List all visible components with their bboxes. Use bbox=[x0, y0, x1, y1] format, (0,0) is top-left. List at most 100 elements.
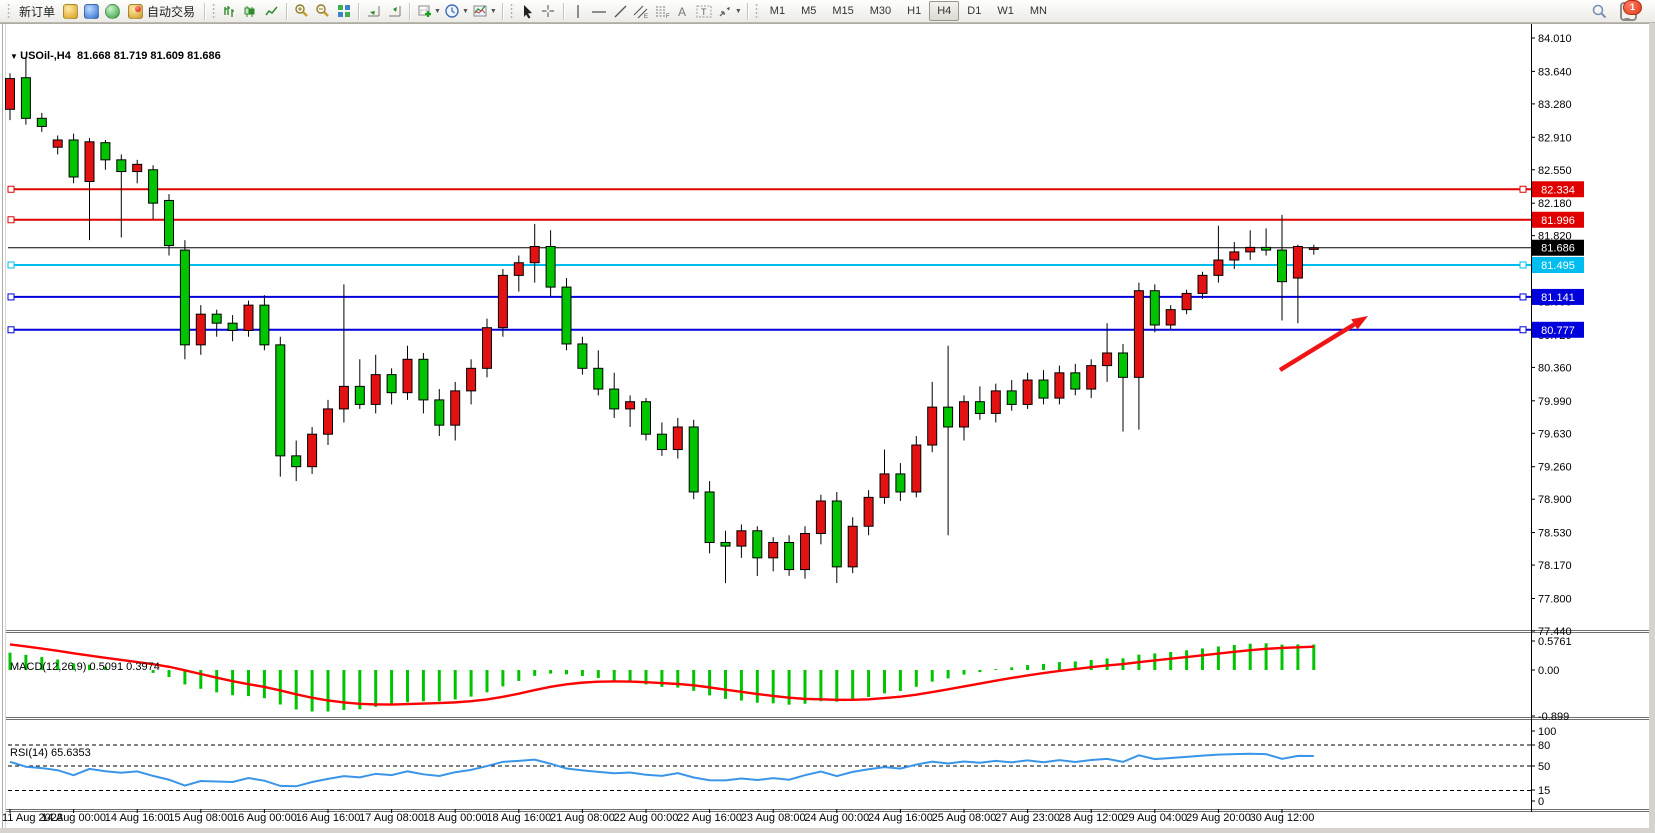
zoom-in-icon[interactable] bbox=[293, 3, 310, 19]
svg-text:78.530: 78.530 bbox=[1538, 528, 1572, 540]
svg-text:29 Aug 04:00: 29 Aug 04:00 bbox=[1122, 812, 1187, 824]
hline-marker-left-81.141[interactable] bbox=[7, 293, 15, 301]
svg-text:100: 100 bbox=[1538, 726, 1556, 738]
notifications-icon[interactable]: 1 bbox=[1620, 0, 1642, 21]
svg-text:84.010: 84.010 bbox=[1538, 33, 1572, 45]
line-chart-icon[interactable] bbox=[263, 3, 280, 19]
timeframe-H1[interactable]: H1 bbox=[907, 5, 922, 17]
new-chart-dropdown-caret[interactable]: ▼ bbox=[434, 7, 441, 15]
tile-windows-icon[interactable] bbox=[335, 3, 352, 19]
svg-text:81.686: 81.686 bbox=[1541, 243, 1575, 255]
svg-text:15: 15 bbox=[1538, 785, 1550, 797]
svg-text:0.00: 0.00 bbox=[1538, 665, 1559, 677]
text-label-icon[interactable]: T bbox=[696, 3, 713, 19]
chart-window[interactable]: 84.010 83.640 83.280 82.910 82.550 82.180 81.8… bbox=[0, 23, 1655, 833]
macd-signal-line bbox=[9, 643, 1314, 706]
svg-text:A: A bbox=[678, 5, 686, 19]
svg-text:-0.899: -0.899 bbox=[1538, 711, 1569, 723]
cursor-icon[interactable] bbox=[519, 3, 536, 19]
svg-text:77.800: 77.800 bbox=[1538, 593, 1572, 605]
svg-text:81.996: 81.996 bbox=[1541, 215, 1575, 227]
price-label-box-81.141 bbox=[1532, 288, 1584, 305]
svg-text:0.5761: 0.5761 bbox=[1538, 636, 1572, 648]
crosshair-icon[interactable] bbox=[540, 3, 557, 19]
hline-marker-right-82.334[interactable] bbox=[1519, 185, 1527, 193]
chart-shift-icon[interactable] bbox=[386, 3, 403, 19]
profiles-icon[interactable] bbox=[444, 3, 461, 19]
autotrading-label: 自动交易 bbox=[147, 4, 196, 19]
svg-text:E: E bbox=[644, 14, 648, 19]
timeframe-M30[interactable]: M30 bbox=[869, 5, 892, 17]
hline-marker-left-81.996[interactable] bbox=[7, 216, 15, 224]
data-window-icon[interactable] bbox=[104, 3, 121, 19]
svg-text:18 Aug 16:00: 18 Aug 16:00 bbox=[486, 812, 551, 824]
hline-marker-right-80.777[interactable] bbox=[1519, 326, 1527, 334]
svg-text:28 Aug 12:00: 28 Aug 12:00 bbox=[1059, 812, 1124, 824]
svg-text:79.260: 79.260 bbox=[1538, 462, 1572, 474]
templates-dropdown-caret[interactable]: ▼ bbox=[489, 7, 497, 15]
price-label-box-81.686 bbox=[1532, 239, 1584, 256]
new-order-button[interactable]: 新订单 bbox=[14, 1, 60, 21]
fibonacci-icon[interactable]: F bbox=[654, 3, 671, 19]
svg-text:T: T bbox=[701, 7, 707, 17]
svg-text:24 Aug 00:00: 24 Aug 00:00 bbox=[804, 812, 869, 824]
profiles-dropdown-caret[interactable]: ▼ bbox=[461, 7, 469, 15]
svg-text:F: F bbox=[666, 14, 670, 19]
svg-text:22 Aug 16:00: 22 Aug 16:00 bbox=[677, 812, 742, 824]
templates-icon[interactable] bbox=[472, 3, 489, 19]
svg-text:11 Aug 2023: 11 Aug 2023 bbox=[2, 812, 63, 824]
svg-text:78.170: 78.170 bbox=[1538, 560, 1572, 572]
equidistant-channel-icon[interactable]: E bbox=[633, 3, 650, 19]
svg-text:80.777: 80.777 bbox=[1541, 325, 1575, 337]
svg-text:25 Aug 08:00: 25 Aug 08:00 bbox=[932, 812, 997, 824]
svg-text:79.630: 79.630 bbox=[1538, 428, 1572, 440]
market-watch-icon[interactable] bbox=[83, 3, 100, 19]
rsi-line bbox=[9, 752, 1314, 788]
timeframe-M1[interactable]: M1 bbox=[769, 5, 786, 17]
trend-arrow-head[interactable] bbox=[1351, 316, 1368, 330]
autotrading-button[interactable]: 自动交易 bbox=[123, 1, 200, 21]
svg-text:80: 80 bbox=[1538, 740, 1550, 752]
hline-marker-left-80.777[interactable] bbox=[7, 326, 15, 334]
svg-text:82.550: 82.550 bbox=[1538, 165, 1572, 177]
svg-text:16 Aug 16:00: 16 Aug 16:00 bbox=[296, 812, 361, 824]
candlestick-chart-icon[interactable] bbox=[242, 3, 259, 19]
price-label-box-81.996 bbox=[1532, 211, 1584, 228]
trend-arrow-shaft[interactable] bbox=[1278, 322, 1356, 372]
timeframe-H4[interactable]: H4 bbox=[929, 1, 960, 21]
svg-text:29 Aug 20:00: 29 Aug 20:00 bbox=[1186, 812, 1251, 824]
trendline-icon[interactable] bbox=[612, 3, 629, 19]
price-label-box-80.777 bbox=[1532, 321, 1584, 338]
text-icon[interactable]: A bbox=[675, 3, 692, 19]
timeframe-MN[interactable]: MN bbox=[1029, 5, 1047, 17]
hline-marker-left-82.334[interactable] bbox=[7, 185, 15, 193]
search-icon[interactable] bbox=[1591, 3, 1608, 19]
hline-marker-right-81.141[interactable] bbox=[1519, 293, 1527, 301]
auto-scroll-icon[interactable] bbox=[365, 3, 382, 19]
objects-dropdown-caret[interactable]: ▼ bbox=[734, 7, 742, 15]
timeframe-D1[interactable]: D1 bbox=[967, 5, 982, 17]
timeframe-M15[interactable]: M15 bbox=[832, 5, 854, 17]
chart-canvas[interactable]: 84.010 83.640 83.280 82.910 82.550 82.180 81.8… bbox=[0, 23, 1655, 833]
horizontal-line-icon[interactable] bbox=[591, 3, 608, 19]
autotrading-basket-icon bbox=[128, 3, 144, 19]
hline-marker-right-81.495[interactable] bbox=[1519, 261, 1527, 269]
window-bottom-edge bbox=[0, 828, 1655, 833]
svg-text:82.910: 82.910 bbox=[1538, 132, 1572, 144]
svg-text:27 Aug 23:00: 27 Aug 23:00 bbox=[995, 812, 1060, 824]
bar-chart-icon[interactable] bbox=[221, 3, 238, 19]
svg-text:18 Aug 00:00: 18 Aug 00:00 bbox=[423, 812, 488, 824]
candles-layer bbox=[5, 56, 1319, 584]
svg-text:22 Aug 00:00: 22 Aug 00:00 bbox=[614, 812, 679, 824]
svg-text:16 Aug 00:00: 16 Aug 00:00 bbox=[232, 812, 297, 824]
toolbar-grip[interactable] bbox=[7, 3, 11, 19]
timeframe-M5[interactable]: M5 bbox=[801, 5, 817, 17]
svg-text:77.440: 77.440 bbox=[1538, 626, 1572, 638]
new-chart-icon[interactable] bbox=[416, 3, 433, 19]
vertical-line-icon[interactable] bbox=[570, 3, 587, 19]
timeframe-W1[interactable]: W1 bbox=[997, 5, 1014, 17]
metaeditor-icon[interactable] bbox=[62, 3, 79, 19]
arrow-objects-icon[interactable] bbox=[717, 3, 734, 19]
zoom-out-icon[interactable] bbox=[314, 3, 331, 19]
hline-marker-left-81.495[interactable] bbox=[7, 261, 15, 269]
